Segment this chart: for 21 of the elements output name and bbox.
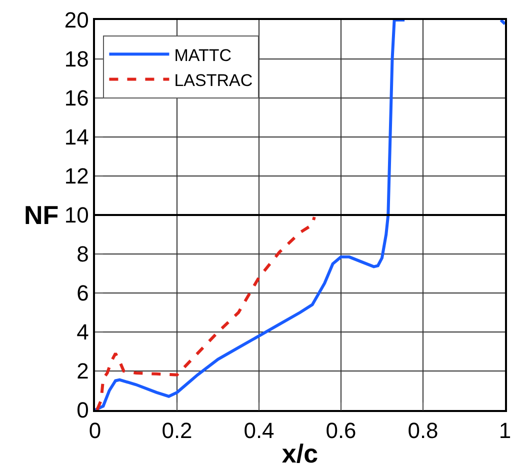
x-tick-label: 0.2 [162,418,192,444]
y-tick-label: 10 [64,202,89,228]
y-tick-label: 12 [64,164,89,189]
y-tick-label: 20 [64,8,89,33]
x-tick-label: 0.4 [244,418,274,444]
y-tick-label: 16 [64,86,89,111]
y-tick-label: 0 [76,398,89,423]
x-axis-title: x/c [282,438,318,468]
y-tick-label: 18 [64,46,89,72]
y-tick-label: 2 [76,358,89,384]
legend-label: LASTRAC [174,70,253,90]
x-tick-label: 0.8 [408,418,438,444]
y-tick-label: 8 [76,242,89,267]
y-tick-label: 14 [64,124,89,150]
x-tick-label: 1 [498,418,512,444]
x-tick-label: 0.6 [326,418,356,444]
y-axis-title: NF [24,200,59,230]
y-tick-label: 6 [76,280,89,306]
y-tick-label: 4 [76,320,89,345]
legend-label: MATTC [174,46,232,65]
line-series [96,215,316,410]
